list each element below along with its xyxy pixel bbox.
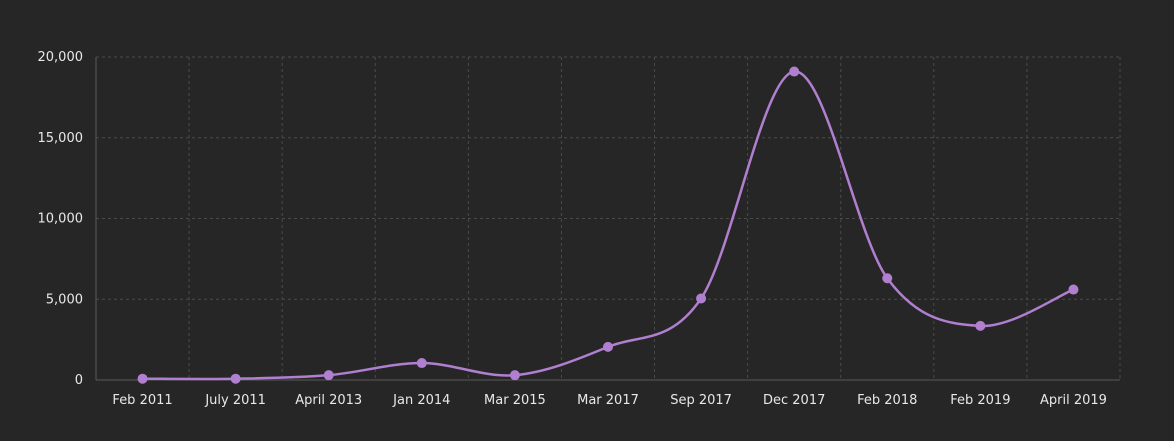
x-tick-label: Jan 2014 bbox=[392, 393, 450, 408]
axes bbox=[95, 57, 1120, 381]
y-tick-label: 5,000 bbox=[46, 292, 83, 307]
x-tick-label: April 2013 bbox=[295, 393, 362, 408]
x-tick-label: April 2019 bbox=[1040, 393, 1107, 408]
data-point[interactable] bbox=[137, 373, 148, 384]
x-tick-label: Sep 2017 bbox=[670, 393, 732, 408]
data-point[interactable] bbox=[975, 320, 986, 331]
x-tick-label: Dec 2017 bbox=[763, 393, 825, 408]
data-point[interactable] bbox=[696, 293, 707, 304]
x-tick-label: Feb 2019 bbox=[950, 393, 1010, 408]
x-tick-label: Feb 2011 bbox=[112, 393, 172, 408]
data-point[interactable] bbox=[323, 370, 334, 381]
data-point[interactable] bbox=[509, 370, 520, 381]
data-point[interactable] bbox=[603, 341, 613, 352]
x-tick-label: July 2011 bbox=[204, 393, 266, 408]
series bbox=[137, 66, 1079, 384]
data-point[interactable] bbox=[1068, 284, 1079, 295]
y-tick-label: 15,000 bbox=[38, 131, 84, 146]
data-point[interactable] bbox=[789, 66, 800, 77]
y-tick-label: 10,000 bbox=[38, 212, 84, 227]
x-tick-label: Mar 2017 bbox=[577, 393, 639, 408]
grid bbox=[96, 56, 1121, 380]
data-point[interactable] bbox=[230, 373, 241, 384]
x-tick-label: Mar 2015 bbox=[484, 393, 546, 408]
y-tick-label: 20,000 bbox=[38, 50, 84, 65]
data-point[interactable] bbox=[882, 273, 893, 284]
data-point[interactable] bbox=[416, 358, 427, 369]
x-tick-label: Feb 2018 bbox=[857, 393, 917, 408]
tick-labels: 0 5,000 10,000 15,000 20,000 Feb 2011 July 201… bbox=[38, 50, 1107, 408]
y-tick-label: 0 bbox=[75, 373, 83, 388]
